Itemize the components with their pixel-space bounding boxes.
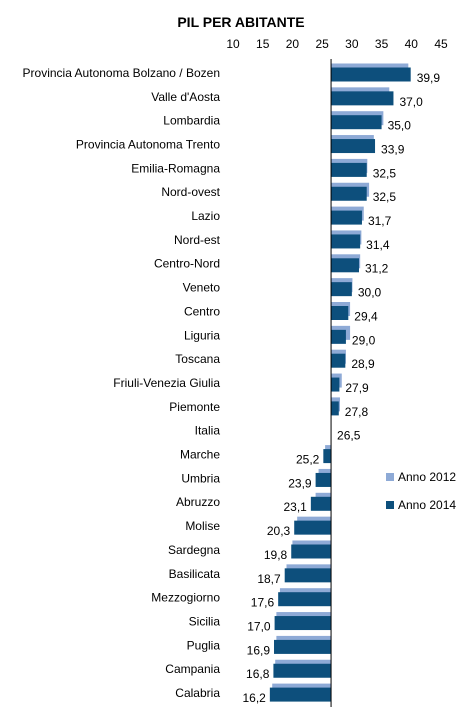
value-label: 17,6 bbox=[251, 596, 275, 610]
bar-2014 bbox=[331, 162, 367, 177]
x-tick-label: 20 bbox=[286, 37, 300, 51]
category-label: Marche bbox=[180, 448, 220, 462]
category-label: Centro-Nord bbox=[154, 257, 220, 271]
category-label: Sicilia bbox=[189, 614, 221, 628]
value-label: 27,8 bbox=[345, 405, 369, 419]
category-label: Basilicata bbox=[169, 567, 221, 581]
legend-swatch bbox=[386, 473, 394, 481]
bar-2014 bbox=[274, 616, 332, 631]
value-label: 16,9 bbox=[247, 643, 271, 657]
bar-2014 bbox=[331, 258, 359, 273]
bar-2014 bbox=[294, 520, 332, 535]
category-label: Abruzzo bbox=[176, 495, 220, 509]
legend-label: Anno 2014 bbox=[398, 498, 456, 512]
value-label: 16,2 bbox=[242, 691, 266, 705]
category-label: Italia bbox=[195, 424, 221, 438]
bar-2014 bbox=[273, 663, 332, 678]
bar-2014 bbox=[331, 115, 382, 130]
bar-2014 bbox=[323, 449, 332, 464]
x-tick-label: 30 bbox=[345, 37, 359, 51]
bars bbox=[269, 63, 411, 702]
x-axis: 10 15 20 25 30 35 40 45 bbox=[226, 37, 448, 51]
x-tick-label: 40 bbox=[405, 37, 419, 51]
value-label: 23,9 bbox=[288, 476, 312, 490]
bar-2014 bbox=[331, 234, 361, 249]
bar-2014 bbox=[331, 186, 367, 201]
category-label: Mezzogiorno bbox=[151, 591, 220, 605]
value-label: 32,5 bbox=[373, 190, 397, 204]
value-label: 32,5 bbox=[373, 166, 397, 180]
bar-2014 bbox=[331, 282, 352, 297]
value-labels: 39,9 37,0 35,0 33,9 32,5 32,5 31,7 31,4 31,2 30,0… bbox=[242, 71, 440, 705]
category-label: Sardegna bbox=[168, 543, 220, 557]
category-label: Umbria bbox=[181, 471, 220, 485]
bar-2014 bbox=[331, 377, 340, 392]
value-label: 31,7 bbox=[368, 214, 392, 228]
bar-2014 bbox=[331, 91, 394, 106]
value-label: 25,2 bbox=[296, 453, 320, 467]
category-label: Nord-ovest bbox=[161, 185, 220, 199]
bar-2014 bbox=[331, 306, 349, 320]
category-label: Molise bbox=[185, 519, 220, 533]
value-label: 19,8 bbox=[264, 548, 288, 562]
category-label: Calabria bbox=[175, 686, 220, 700]
category-labels: Provincia Autonoma Bolzano / Bozen Valle … bbox=[23, 66, 221, 700]
bar-2014 bbox=[331, 401, 339, 416]
x-tick-label: 10 bbox=[226, 37, 240, 51]
x-tick-label: 25 bbox=[315, 37, 329, 51]
value-label: 37,0 bbox=[399, 95, 423, 109]
bar-2014 bbox=[331, 67, 411, 82]
value-label: 30,0 bbox=[358, 286, 382, 300]
category-label: Liguria bbox=[184, 328, 220, 342]
x-tick-label: 45 bbox=[434, 37, 448, 51]
value-label: 27,9 bbox=[345, 381, 369, 395]
value-label: 39,9 bbox=[417, 71, 441, 85]
bar-2014 bbox=[274, 639, 332, 654]
category-label: Veneto bbox=[183, 281, 221, 295]
value-label: 20,3 bbox=[267, 524, 291, 538]
value-label: 35,0 bbox=[388, 119, 412, 133]
category-label: Valle d'Aosta bbox=[151, 90, 220, 104]
category-label: Puglia bbox=[187, 638, 221, 652]
legend: Anno 2012 Anno 2014 bbox=[386, 470, 456, 512]
bar-2014 bbox=[331, 210, 362, 225]
bar-2014 bbox=[269, 687, 332, 702]
legend-label: Anno 2012 bbox=[398, 470, 456, 484]
bar-2014 bbox=[331, 329, 346, 344]
value-label: 29,4 bbox=[354, 309, 378, 323]
category-label: Friuli-Venezia Giulia bbox=[113, 376, 220, 390]
value-label: 29,0 bbox=[352, 333, 376, 347]
chart-title: PIL PER ABITANTE bbox=[177, 14, 304, 30]
value-label: 33,9 bbox=[381, 142, 405, 156]
category-label: Campania bbox=[165, 662, 220, 676]
category-label: Lombardia bbox=[163, 114, 220, 128]
bar-2014 bbox=[310, 496, 332, 511]
category-label: Lazio bbox=[191, 209, 220, 223]
x-tick-label: 15 bbox=[256, 37, 270, 51]
value-label: 23,1 bbox=[283, 500, 307, 514]
x-tick-label: 35 bbox=[375, 37, 389, 51]
category-label: Provincia Autonoma Bolzano / Bozen bbox=[23, 66, 220, 80]
category-label: Provincia Autonoma Trento bbox=[76, 137, 220, 151]
category-label: Nord-est bbox=[174, 233, 221, 247]
category-label: Toscana bbox=[175, 352, 220, 366]
category-label: Piemonte bbox=[169, 400, 220, 414]
bar-2014 bbox=[331, 139, 376, 154]
bar-2014 bbox=[278, 592, 332, 607]
bar-2014 bbox=[284, 568, 332, 583]
value-label: 16,8 bbox=[246, 667, 270, 681]
value-label: 31,4 bbox=[366, 238, 390, 252]
value-label: 31,2 bbox=[365, 262, 389, 276]
bar-2014 bbox=[291, 544, 332, 559]
bar-2014 bbox=[331, 353, 346, 368]
value-label: 17,0 bbox=[247, 619, 271, 633]
category-label: Emilia-Romagna bbox=[131, 161, 220, 175]
value-label: 28,9 bbox=[351, 357, 375, 371]
category-label: Centro bbox=[184, 304, 220, 318]
value-label: 26,5 bbox=[337, 429, 361, 443]
legend-swatch bbox=[386, 501, 394, 509]
value-label: 18,7 bbox=[257, 572, 281, 586]
bar-2014 bbox=[315, 472, 332, 487]
